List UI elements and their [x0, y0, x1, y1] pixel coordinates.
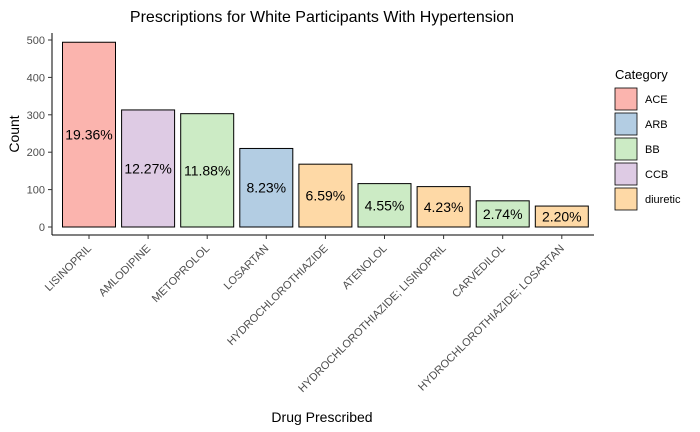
y-tick-label: 200 [27, 147, 45, 159]
bar-value-label: 6.59% [306, 188, 346, 204]
legend-swatch [614, 137, 638, 161]
bar [357, 183, 412, 228]
bar-value-label: 11.88% [184, 162, 230, 178]
bar [121, 109, 176, 228]
legend-label: diuretic [645, 194, 681, 206]
bar-value-label: 4.23% [424, 199, 464, 215]
bar [239, 147, 294, 228]
y-tick-label: 400 [27, 72, 45, 84]
bar [475, 200, 530, 228]
legend-label: ARB [645, 119, 668, 131]
legend-swatch [614, 162, 638, 186]
legend-title: Category [615, 67, 668, 82]
bar [180, 113, 235, 228]
x-category-label: LOSARTAN [222, 243, 272, 293]
y-axis-title: Count [6, 115, 22, 152]
legend-swatch [614, 112, 638, 136]
bar [416, 186, 471, 228]
bar-value-label: 8.23% [246, 180, 286, 196]
bar-value-label: 4.55% [365, 197, 405, 213]
legend-label: BB [645, 144, 660, 156]
bar [298, 163, 353, 228]
x-category-label: CARVEDILOL [450, 243, 508, 301]
x-category-label: AMLODIPINE [97, 243, 153, 299]
legend-label: ACE [645, 94, 668, 106]
plot-area: 0 100 200 300 400 500 19.36% LISINOPRIL 12.27% AM… [27, 33, 594, 395]
x-category-label: HYDROCHLOROTHIAZIDE [225, 243, 330, 348]
chart-title: Prescriptions for White Participants Wit… [130, 9, 514, 26]
y-tick-label: 500 [27, 35, 45, 47]
legend-swatch [614, 87, 638, 111]
x-category-label: ATENOLOL [340, 243, 389, 292]
legend-label: CCB [645, 169, 668, 181]
x-axis-title: Drug Prescribed [271, 409, 372, 425]
bar [62, 41, 116, 228]
y-tick-label: 100 [27, 185, 45, 197]
y-tick-label: 0 [39, 222, 45, 234]
bar-value-label: 2.74% [483, 206, 523, 222]
bar-value-label: 19.36% [65, 127, 112, 143]
legend: Category ACE ARB BB CCB diuretic [614, 67, 681, 211]
bar [534, 205, 589, 228]
bar-value-label: 2.20% [542, 209, 582, 225]
x-category-label: METOPROLOL [150, 243, 212, 305]
x-category-label: LISINOPRIL [43, 243, 94, 294]
y-tick-label: 300 [27, 110, 45, 122]
bar-value-label: 12.27% [124, 160, 171, 176]
legend-swatch [614, 187, 638, 211]
